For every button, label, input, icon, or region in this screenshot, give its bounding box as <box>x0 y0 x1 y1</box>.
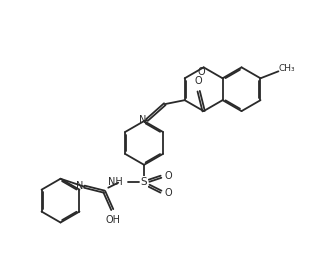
Text: N: N <box>139 115 146 125</box>
Text: S: S <box>141 177 147 187</box>
Text: NH: NH <box>108 177 123 187</box>
Text: OH: OH <box>106 215 121 224</box>
Text: O: O <box>165 171 172 181</box>
Text: CH₃: CH₃ <box>279 64 295 73</box>
Text: O: O <box>195 76 203 86</box>
Text: N: N <box>76 181 83 191</box>
Text: O: O <box>198 67 205 77</box>
Text: O: O <box>165 188 172 198</box>
